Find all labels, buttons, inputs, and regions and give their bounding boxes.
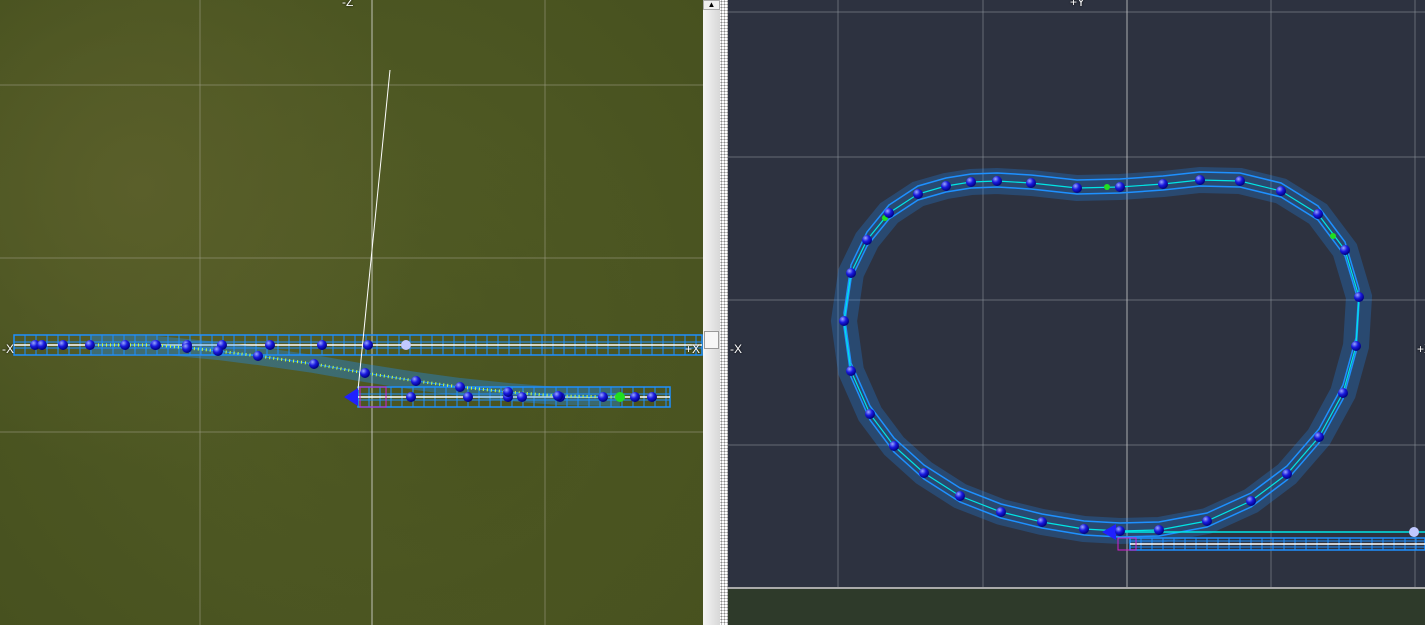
axis-label-left: -X [730, 342, 742, 356]
track-node [1338, 388, 1348, 398]
track-node [1235, 176, 1245, 186]
track-node [213, 346, 223, 356]
track-node [992, 176, 1002, 186]
track-node [1276, 186, 1286, 196]
track-node [1195, 175, 1205, 185]
track-node [120, 340, 130, 350]
track-node [1115, 182, 1125, 192]
side-viewport-canvas[interactable] [728, 0, 1425, 625]
track-node [360, 368, 370, 378]
track-rail [843, 171, 1360, 524]
track-node [1115, 526, 1125, 536]
track-node [253, 351, 263, 361]
top-viewport[interactable]: -Z -X +X [0, 0, 703, 625]
track-node [363, 340, 373, 350]
track-node [1026, 178, 1036, 188]
selected-node [1409, 527, 1419, 537]
track-node [1282, 469, 1292, 479]
station-marker [359, 386, 387, 408]
track-node [1154, 525, 1164, 535]
track-node [996, 507, 1006, 517]
track-node [865, 409, 875, 419]
grip-icon[interactable] [704, 331, 719, 349]
axis-label-right: +X [685, 342, 701, 356]
track-node [151, 340, 161, 350]
block-marker [1104, 184, 1110, 190]
track-node [1079, 524, 1089, 534]
track-node [182, 343, 192, 353]
track-node [58, 340, 68, 350]
axis-label-left: -X [2, 342, 14, 356]
start-arrow-icon [1102, 524, 1116, 540]
start-arrow-icon [344, 388, 358, 406]
track-node [862, 235, 872, 245]
track-node [598, 392, 608, 402]
track-node [463, 392, 473, 402]
track-node [1314, 432, 1324, 442]
track-node [846, 268, 856, 278]
block-marker [1330, 233, 1336, 239]
axis-label-top: -Z [342, 0, 354, 9]
track-node [955, 491, 965, 501]
track-node [889, 441, 899, 451]
track-node [941, 181, 951, 191]
axis-label-top: +Y [1070, 0, 1086, 9]
track-node [411, 376, 421, 386]
track-node [317, 340, 327, 350]
track-node [37, 340, 47, 350]
selected-node [401, 340, 411, 350]
track-node [1202, 516, 1212, 526]
track-node [309, 359, 319, 369]
viewport-splitter[interactable] [720, 0, 728, 625]
track-node [517, 392, 527, 402]
axis-label-right: +X [1417, 342, 1425, 356]
track-node [503, 387, 513, 397]
track-node [455, 382, 465, 392]
track-node [1313, 209, 1323, 219]
track-node [85, 340, 95, 350]
track-node [1158, 179, 1168, 189]
track-node [1351, 341, 1361, 351]
track-node [630, 392, 640, 402]
track-node [265, 340, 275, 350]
track-node [1354, 292, 1364, 302]
track-node [1246, 496, 1256, 506]
track-node [919, 468, 929, 478]
track-rail [90, 344, 621, 398]
triangle-up-icon[interactable]: ▲ [703, 0, 720, 10]
track-node [647, 392, 657, 402]
top-viewport-canvas[interactable] [0, 0, 703, 625]
track-rail [843, 185, 1360, 538]
track-node [1340, 245, 1350, 255]
track-node [1072, 183, 1082, 193]
side-viewport[interactable]: +Y -X +X [728, 0, 1425, 625]
track-node [1037, 517, 1047, 527]
station-marker [1117, 537, 1137, 551]
track-node [839, 316, 849, 326]
track-node [30, 340, 40, 350]
track-node [913, 189, 923, 199]
viewport-scrollbar[interactable]: ▲ [703, 0, 720, 625]
camera-ray [357, 69, 391, 391]
track-node [553, 391, 563, 401]
track-node [406, 392, 416, 402]
ground-strip [728, 588, 1425, 625]
track-node [966, 177, 976, 187]
track-node [846, 366, 856, 376]
track-node [884, 208, 894, 218]
block-marker [615, 392, 625, 402]
